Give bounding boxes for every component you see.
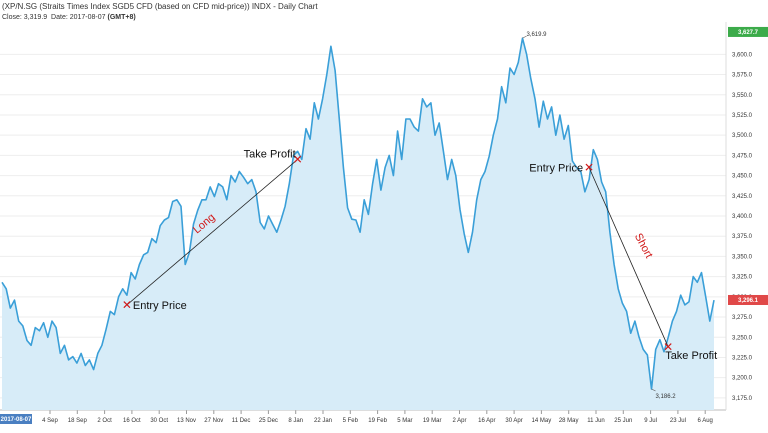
x-tick-label: 8 Jan — [288, 418, 303, 424]
short-exit-marker: ✕ — [663, 340, 673, 354]
y-tick-label: 3,425.0 — [732, 194, 753, 200]
point-label: 3,619.9 — [526, 32, 547, 38]
y-tick-label: 3,225.0 — [732, 355, 753, 361]
y-tick-label: 3,600.0 — [732, 52, 753, 58]
x-tick-label: 11 Dec — [232, 418, 251, 424]
x-tick-label: 30 Apr — [505, 418, 522, 424]
y-tick-label: 3,275.0 — [732, 315, 753, 321]
max-value-badge — [728, 26, 768, 37]
x-tick-label: 11 Jun — [587, 418, 605, 424]
price-area — [2, 38, 714, 410]
x-tick-label: 25 Dec — [259, 418, 278, 424]
x-tick-label: 13 Nov — [177, 418, 196, 424]
x-start-badge-text: 2017-08-07 — [1, 417, 32, 423]
x-tick-label: 23 Jul — [670, 418, 686, 424]
close-value: 3,319.9 — [23, 14, 48, 21]
last-value-badge-text: 3,296.1 — [738, 298, 759, 304]
x-tick-label: 6 Aug — [698, 418, 713, 424]
y-tick-label: 3,250.0 — [732, 335, 753, 341]
short-entry-marker: ✕ — [584, 161, 594, 175]
y-tick-label: 3,400.0 — [732, 214, 753, 220]
long-exit-marker: ✕ — [293, 152, 303, 166]
x-tick-label: 16 Apr — [478, 418, 495, 424]
x-tick-label: 2 Oct — [97, 418, 112, 424]
y-tick-label: 3,575.0 — [732, 73, 753, 79]
price-line — [1, 37, 715, 390]
x-tick-label: 5 Feb — [343, 418, 359, 424]
x-tick-label: 4 Sep — [42, 418, 58, 424]
x-tick-label: 2 Apr — [452, 418, 466, 424]
close-label: Close: — [2, 14, 22, 21]
point-label-leader — [522, 35, 527, 39]
x-tick-label: 19 Mar — [423, 418, 442, 424]
y-tick-label: 3,375.0 — [732, 234, 753, 240]
y-tick-label: 3,500.0 — [732, 133, 753, 139]
date-label: Date: — [51, 14, 68, 21]
y-tick-label: 3,350.0 — [732, 254, 753, 260]
y-tick-label: 3,175.0 — [732, 396, 753, 402]
y-tick-label: 3,475.0 — [732, 153, 753, 159]
max-value-badge-text: 3,627.7 — [738, 30, 759, 36]
x-tick-label: 25 Jun — [614, 418, 632, 424]
x-tick-label: 18 Sep — [68, 418, 88, 424]
x-tick-label: 27 Nov — [204, 418, 223, 424]
timezone-label: (GMT+8) — [107, 14, 136, 21]
y-tick-label: 3,200.0 — [732, 376, 753, 382]
y-tick-label: 3,325.0 — [732, 275, 753, 281]
x-tick-label: 9 Jul — [644, 418, 657, 424]
chart-title: (XP/N.SG (Straits Times Index SGD5 CFD (… — [2, 2, 318, 11]
y-tick-label: 3,550.0 — [732, 93, 753, 99]
long-entry-marker: ✕ — [122, 298, 132, 312]
last-value-badge — [728, 294, 768, 305]
x-tick-label: 30 Oct — [150, 418, 168, 424]
long-trade-line — [126, 159, 298, 306]
chart-info: Close: 3,319.9 Date: 2017-08-07 (GMT+8) — [2, 14, 136, 21]
point-label-leader — [651, 388, 656, 392]
x-tick-label: 19 Feb — [368, 418, 387, 424]
y-tick-label: 3,450.0 — [732, 174, 753, 180]
short-entry-label: Entry Price — [529, 163, 583, 175]
x-start-badge — [0, 414, 32, 424]
long-entry-label: Entry Price — [133, 300, 187, 312]
point-label: 3,186.2 — [656, 394, 677, 400]
y-tick-label: 3,525.0 — [732, 113, 753, 119]
short-exit-label: Take Profit — [665, 350, 717, 362]
x-tick-label: 22 Jan — [314, 418, 332, 424]
x-tick-label: 14 May — [532, 418, 552, 424]
short-trade-line — [588, 167, 669, 348]
long-exit-label: Take Profit — [244, 148, 296, 160]
x-tick-label: 16 Oct — [123, 418, 141, 424]
date-value: 2017-08-07 — [69, 14, 106, 21]
x-tick-label: 28 May — [559, 418, 579, 424]
x-tick-label: 5 Mar — [397, 418, 412, 424]
